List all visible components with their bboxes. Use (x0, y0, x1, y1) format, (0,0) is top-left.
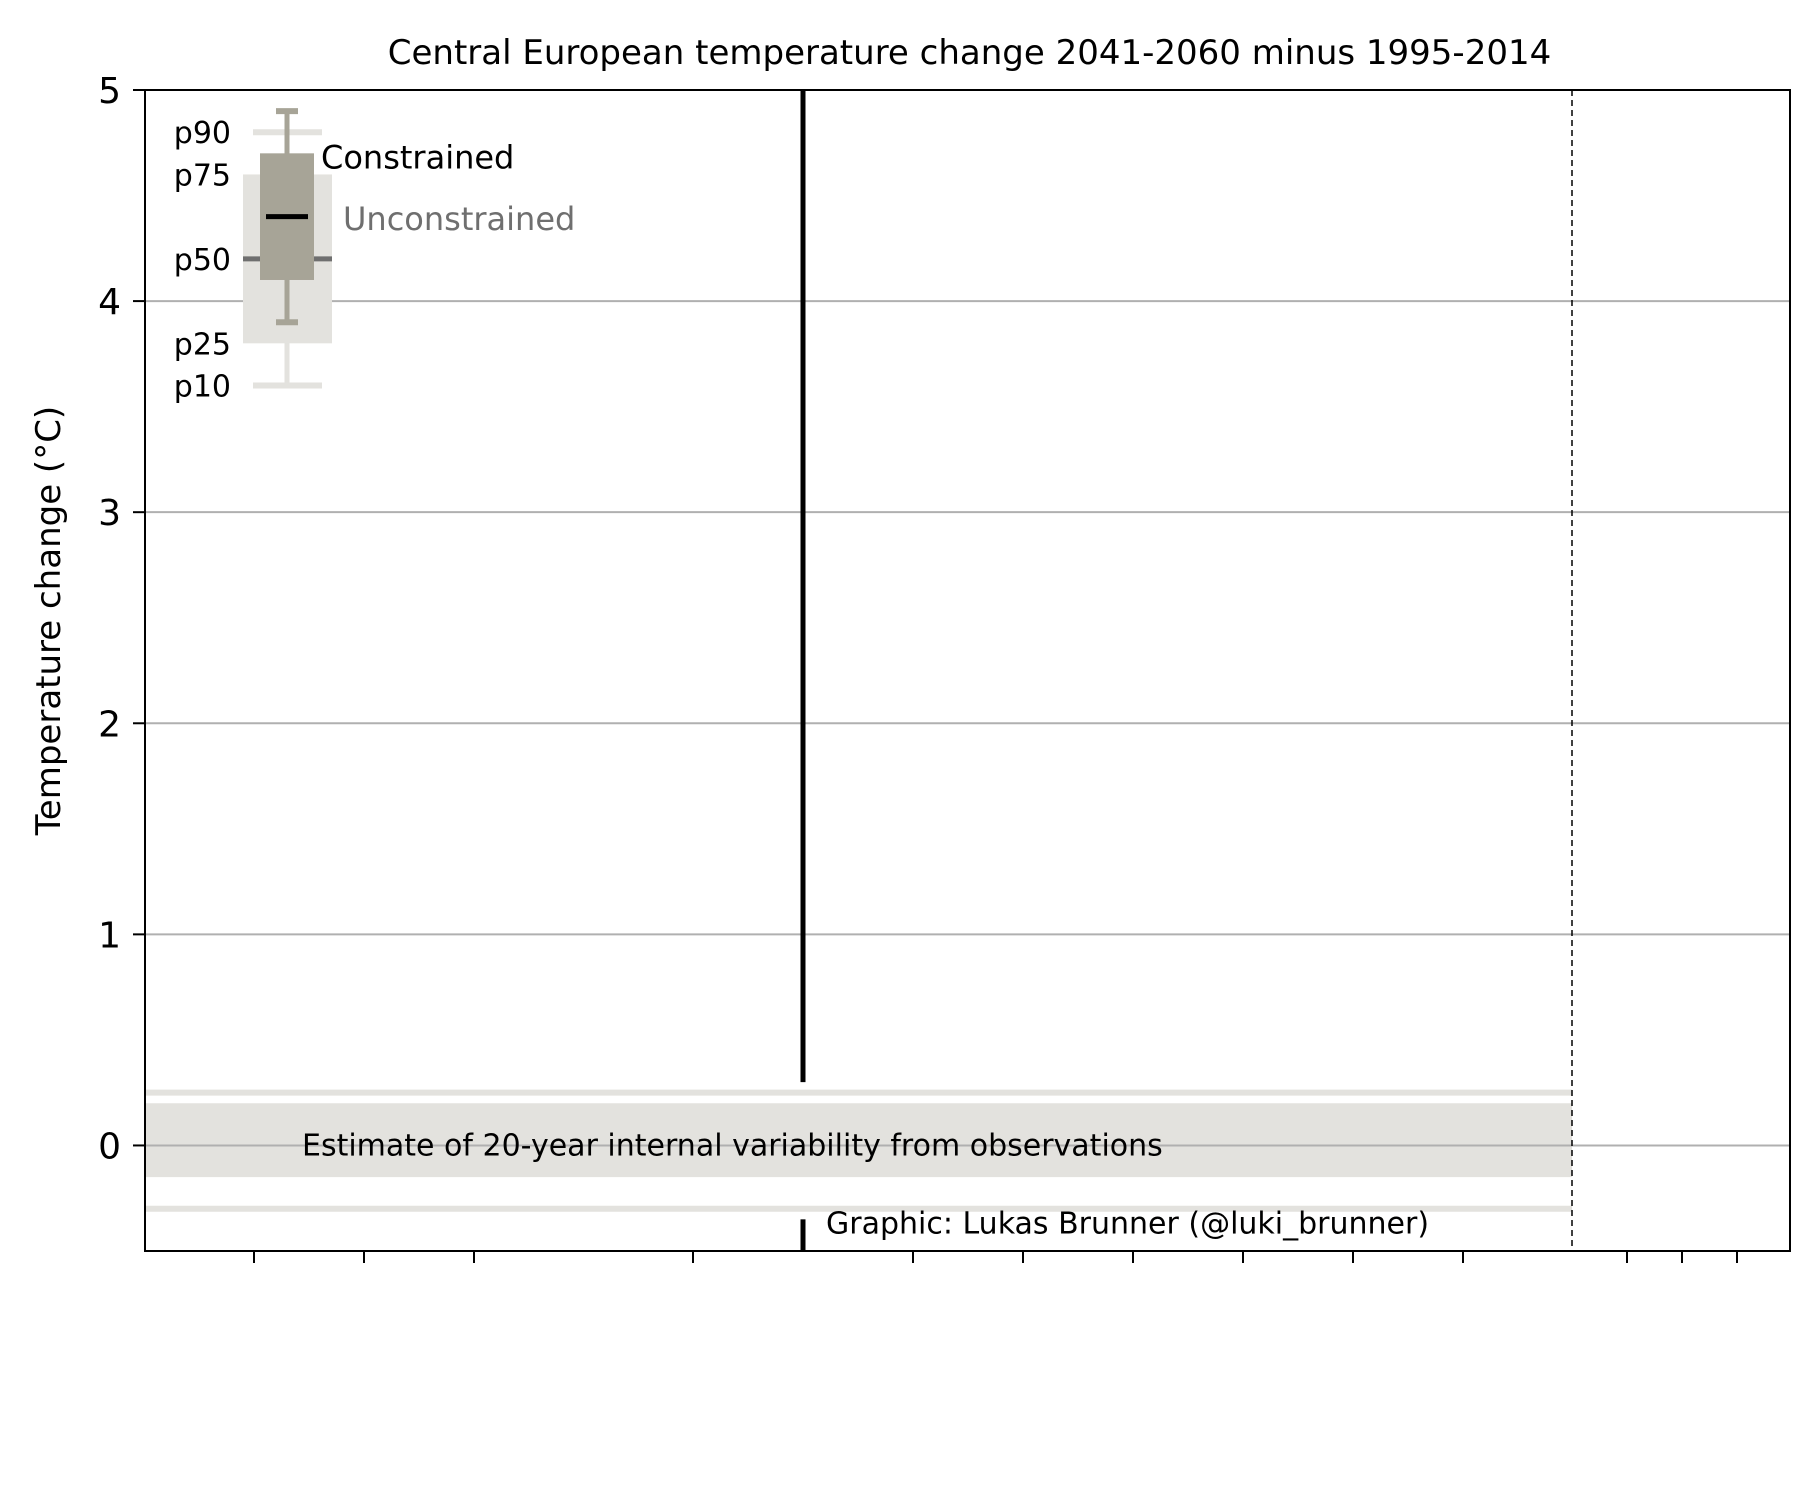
y-axis-ticks: 0 1 2 3 4 5 (98, 71, 145, 1167)
variability-band-inner (146, 1103, 1572, 1178)
text-labels: Central European temperature change 2041… (29, 33, 1551, 1242)
y-axis-label: Temperature change (°C) (29, 406, 69, 836)
chart-title: Central European temperature change 2041… (388, 33, 1551, 73)
x-axis-ticks (253, 1251, 1738, 1263)
reference-lines (800, 90, 1573, 1251)
box-plots (243, 108, 332, 389)
percentile-label-p75: p75 (174, 158, 231, 193)
y-tick-label: 2 (98, 704, 121, 745)
percentile-label-p10: p10 (174, 370, 231, 405)
unconstrained-label: Unconstrained (343, 200, 575, 238)
variability-band-label: Estimate of 20-year internal variability… (302, 1128, 1163, 1163)
y-tick-label: 4 (98, 282, 121, 323)
variability-band (145, 1089, 1790, 1212)
credit-label: Graphic: Lukas Brunner (@luki_brunner) (826, 1207, 1429, 1242)
constrained-label: Constrained (321, 139, 514, 177)
axes-frame (144, 89, 1791, 1252)
percentile-label-p50: p50 (174, 243, 231, 278)
percentile-label-p90: p90 (174, 116, 231, 151)
grid-lines (145, 300, 1790, 1147)
y-tick-label: 3 (98, 493, 121, 534)
percentile-label-p25: p25 (174, 327, 231, 362)
y-tick-label: 1 (98, 915, 121, 956)
y-tick-label: 5 (98, 71, 121, 112)
y-tick-label: 0 (98, 1126, 121, 1167)
